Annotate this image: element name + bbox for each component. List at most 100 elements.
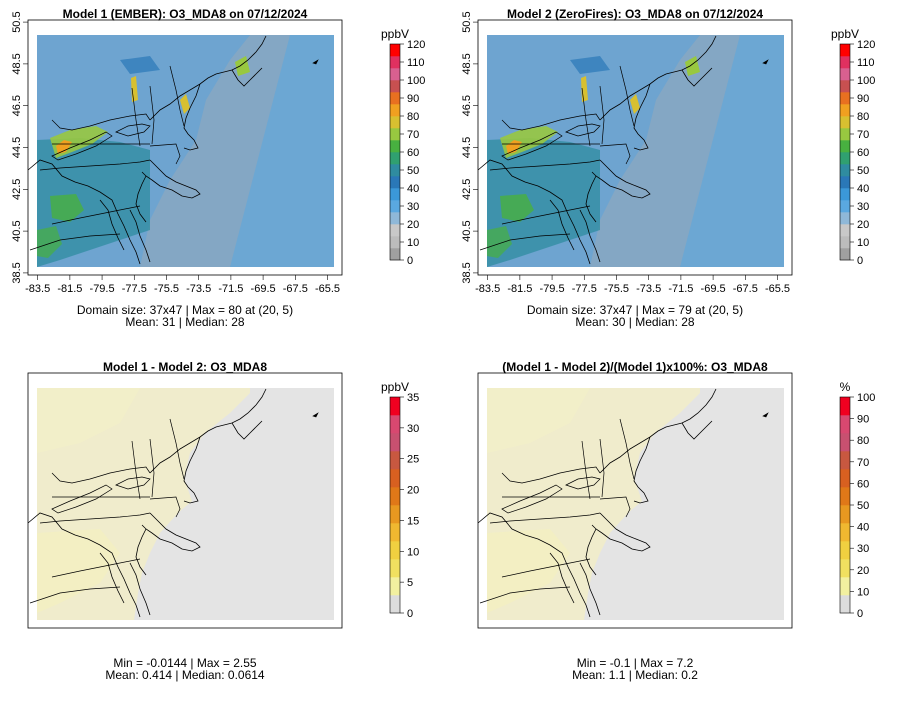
colorbar-segment — [840, 236, 850, 249]
y-tick-label: 44.5 — [11, 137, 23, 158]
colorbar-tick-label: 25 — [407, 454, 419, 466]
panel-2-stats-line-1: Domain size: 37x47 | Max = 79 at (20, 5) — [526, 303, 744, 317]
panel-1-stats-line-2: Mean: 31 | Median: 28 — [125, 315, 245, 329]
state-boundaries — [29, 65, 185, 251]
hotspot-region — [180, 94, 190, 114]
colorbar-segment — [390, 224, 400, 237]
colorbar-segment — [840, 188, 850, 201]
coastline-new-england — [599, 388, 717, 504]
colorbar-tick-label: 60 — [857, 147, 869, 159]
coastline-mid-atlantic — [135, 159, 201, 223]
colorbar-segment — [840, 397, 850, 416]
colorbar-tick-label: 0 — [407, 255, 413, 267]
colorbar-tick-label: 20 — [857, 219, 869, 231]
colorbar-segment — [390, 577, 400, 596]
colorbar-tick-label: 30 — [407, 423, 419, 435]
colorbar-tick-label: 5 — [407, 577, 413, 589]
lake-erie-outline — [501, 484, 563, 514]
colorbar-segment — [390, 140, 400, 153]
y-tick-label: 38.5 — [461, 262, 473, 283]
colorbar-segment — [840, 80, 850, 93]
colorbar-segment — [840, 224, 850, 237]
colorbar-segment — [390, 523, 400, 542]
x-tick-label: -75.5 — [154, 283, 179, 295]
x-tick-label: -69.5 — [251, 283, 276, 295]
hotspot-region — [630, 94, 640, 114]
panel-1-map: -83.5 -81.5 -79.5 -77.5 -75.5 -73.5 -71.5 -69.5… — [11, 11, 425, 295]
colorbar-tick-label: 70 — [407, 129, 419, 141]
colorbar-segment — [840, 200, 850, 213]
colorbar-tick-label: 90 — [857, 414, 869, 426]
colorbar-tick-label: 30 — [857, 543, 869, 555]
colorbar-unit: ppbV — [831, 27, 859, 41]
colorbar-unit: ppbV — [381, 380, 409, 394]
x-tick-label: -79.5 — [90, 283, 115, 295]
colorbar-segment — [390, 92, 400, 105]
panel-3-title: Model 1 - Model 2: O3_MDA8 — [102, 360, 268, 374]
colorbar-tick-label: 70 — [857, 457, 869, 469]
land-dark-blue-patch — [570, 56, 610, 74]
coastline — [27, 512, 151, 618]
colorbar-segment — [840, 212, 850, 225]
land-teal-region — [487, 138, 600, 267]
colorbar-segment — [840, 164, 850, 177]
colorbar-segment — [840, 469, 850, 488]
colorbar-segment — [840, 415, 850, 434]
land-green-patch — [487, 226, 512, 258]
colorbar-segment — [840, 92, 850, 105]
colorbar-tick-label: 20 — [407, 219, 419, 231]
land-dark-blue-patch — [120, 56, 160, 74]
island-marker — [312, 59, 319, 65]
island-marker — [762, 412, 769, 418]
colorbar-tick-label: 120 — [407, 39, 425, 51]
y-tick-label: 46.5 — [11, 95, 23, 116]
panel-1-title: Model 1 (EMBER): O3_MDA8 on 07/12/2024 — [62, 7, 308, 21]
colorbar-tick-label: 90 — [857, 93, 869, 105]
panel-4-map: 0 10 20 30 40 50 60 70 80 90 100% — [477, 372, 875, 629]
colorbar-segment — [840, 104, 850, 117]
land-difference-patch — [37, 388, 140, 453]
colorbar-tick-label: 30 — [407, 201, 419, 213]
lake-ontario-outline — [565, 123, 601, 137]
coastline-new-england — [149, 388, 267, 504]
colorbar-segment — [840, 176, 850, 189]
colorbar-tick-label: 100 — [857, 392, 875, 404]
island-marker — [312, 412, 319, 418]
colorbar-tick-label: 80 — [857, 435, 869, 447]
colorbar-tick-label: 70 — [857, 129, 869, 141]
coastline — [477, 159, 601, 265]
y-tick-label: 42.5 — [461, 179, 473, 200]
x-tick-label: -71.5 — [218, 283, 243, 295]
y-tick-label: 46.5 — [461, 95, 473, 116]
colorbar-segment — [390, 164, 400, 177]
x-tick-label: -73.5 — [186, 283, 211, 295]
colorbar-tick-label: 10 — [407, 237, 419, 249]
colorbar-segment — [840, 140, 850, 153]
x-tick-label: -73.5 — [636, 283, 661, 295]
colorbar-segment — [840, 248, 850, 261]
colorbar-tick-label: 50 — [857, 500, 869, 512]
x-tick-label: -77.5 — [122, 283, 147, 295]
colorbar-tick-label: 40 — [857, 522, 869, 534]
colorbar-tick-label: 10 — [857, 237, 869, 249]
colorbar-segment — [840, 595, 850, 614]
colorbar-segment — [390, 451, 400, 470]
x-tick-label: -75.5 — [604, 283, 629, 295]
colorbar-tick-label: 80 — [407, 111, 419, 123]
land-teal-region — [37, 138, 150, 267]
colorbar-segment — [840, 116, 850, 129]
colorbar-segment — [390, 200, 400, 213]
colorbar-segment — [390, 116, 400, 129]
hotspot-region — [56, 140, 72, 154]
colorbar-segment — [840, 541, 850, 560]
state-boundaries — [479, 65, 635, 251]
panel-2-map: -83.5 -81.5 -79.5 -77.5 -75.5 -73.5 -71.5 -69.5… — [461, 11, 875, 295]
colorbar-segment — [840, 44, 850, 57]
x-tick-label: -65.5 — [315, 283, 340, 295]
panel-2-title: Model 2 (ZeroFires): O3_MDA8 on 07/12/20… — [506, 7, 764, 21]
colorbar-tick-label: 40 — [857, 183, 869, 195]
coastline — [27, 159, 151, 265]
y-tick-label: 40.5 — [11, 220, 23, 241]
colorbar-segment — [840, 577, 850, 596]
colorbar-segment — [390, 176, 400, 189]
